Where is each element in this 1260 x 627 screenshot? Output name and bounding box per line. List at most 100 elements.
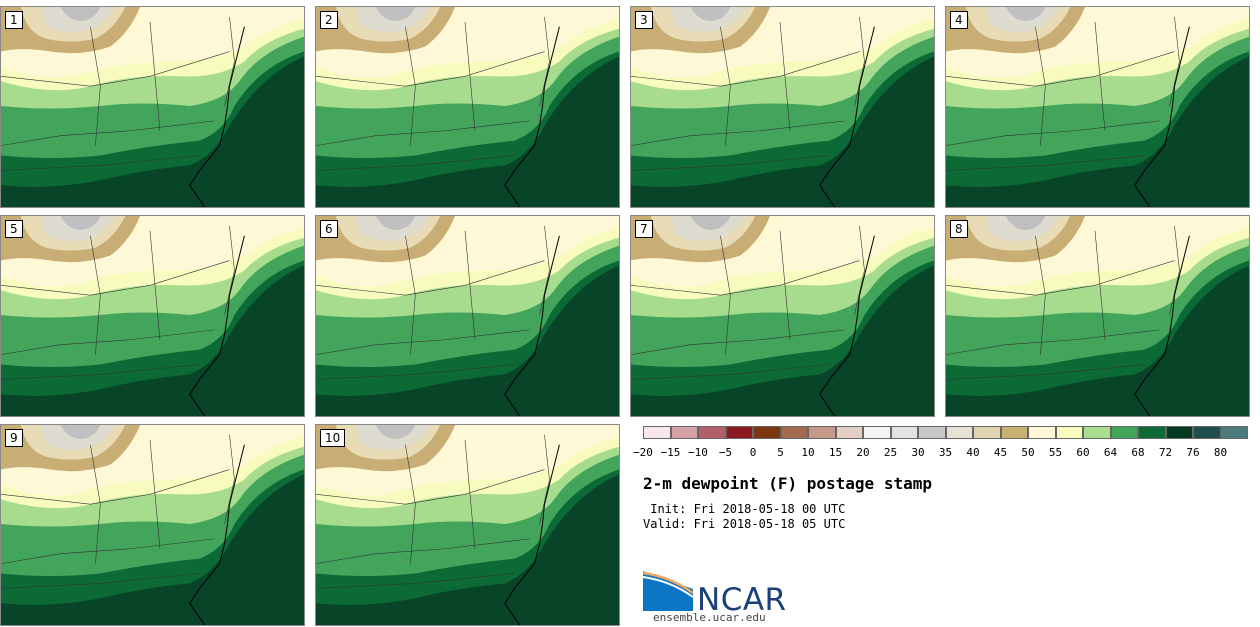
state-border (1, 51, 230, 87)
coastline (504, 444, 560, 625)
dewpoint-region (690, 216, 731, 230)
colorbar-tick-label: 15 (828, 446, 843, 459)
colorbar-swatch (808, 426, 836, 439)
dewpoint-region (375, 425, 416, 439)
coastline (189, 26, 245, 207)
source-url: ensemble.ucar.edu (653, 611, 766, 624)
state-border (316, 260, 545, 296)
member-label: 8 (950, 220, 968, 238)
state-border (1, 538, 215, 564)
colorbar-tick-label: 80 (1213, 446, 1228, 459)
valid-time: Valid: Fri 2018-05-18 05 UTC (643, 517, 846, 531)
state-border (316, 51, 545, 87)
state-border (90, 26, 101, 146)
state-border (316, 155, 515, 171)
postage-stamp-panel-6[interactable]: 6 (315, 215, 620, 417)
colorbar-tick-label: 25 (883, 446, 898, 459)
state-border (1, 120, 215, 146)
state-border (539, 16, 550, 107)
state-border (946, 51, 1175, 87)
colorbar-tick-label: −20 (633, 446, 653, 459)
state-border (631, 155, 830, 171)
state-border (1, 469, 230, 505)
state-border (854, 225, 865, 316)
colorbar-swatch (973, 426, 1001, 439)
state-border (946, 120, 1160, 146)
colorbar-swatch (698, 426, 726, 439)
colorbar-tick-label: 40 (966, 446, 980, 459)
postage-stamp-panel-10[interactable]: 10 (315, 424, 620, 626)
colorbar-tick-label: 55 (1048, 446, 1063, 459)
dewpoint-region (60, 7, 101, 21)
dewpoint-map (316, 425, 619, 625)
state-border (1094, 230, 1106, 340)
state-border (539, 225, 550, 316)
state-border (1, 364, 200, 380)
state-border (1, 260, 230, 296)
state-border (464, 439, 476, 549)
postage-stamp-panel-4[interactable]: 4 (945, 6, 1250, 208)
state-border (90, 235, 101, 355)
dewpoint-map (631, 7, 934, 207)
member-label: 1 (5, 11, 23, 29)
coastline (1134, 26, 1190, 207)
state-border (1035, 26, 1046, 146)
colorbar-swatch (1220, 426, 1248, 439)
postage-stamp-panel-8[interactable]: 8 (945, 215, 1250, 417)
dewpoint-region (690, 7, 731, 21)
member-label: 9 (5, 429, 23, 447)
postage-stamp-panel-7[interactable]: 7 (630, 215, 935, 417)
state-border (149, 439, 161, 549)
colorbar-swatch (890, 426, 918, 439)
coastline (819, 26, 875, 207)
colorbar-tick-label: 68 (1131, 446, 1145, 459)
colorbar-swatch (780, 426, 808, 439)
colorbar-tick-label: 64 (1103, 446, 1118, 459)
colorbar-tick-label: −15 (660, 446, 681, 459)
coastline (819, 235, 875, 416)
colorbar-tick-label: 35 (938, 446, 953, 459)
colorbar-tick-label: 60 (1076, 446, 1090, 459)
postage-stamp-panel-5[interactable]: 5 (0, 215, 305, 417)
logo-text: NCAR (697, 582, 787, 618)
dewpoint-map (1, 216, 304, 416)
state-border (224, 16, 235, 107)
colorbar-tick-label: 45 (993, 446, 1008, 459)
colorbar-tick-label: 10 (801, 446, 815, 459)
colorbar-swatch (1193, 426, 1221, 439)
coastline (189, 444, 245, 625)
colorbar-swatch (1165, 426, 1193, 439)
state-border (316, 329, 530, 355)
colorbar-tick-label: 72 (1158, 446, 1173, 459)
state-border (1169, 16, 1180, 107)
state-border (539, 434, 550, 525)
state-border (316, 469, 545, 505)
coastline (189, 235, 245, 416)
dewpoint-map (946, 216, 1249, 416)
coastline (504, 26, 560, 207)
state-border (1, 329, 215, 355)
colorbar-tick-label: 20 (856, 446, 870, 459)
state-border (631, 260, 860, 296)
member-label: 7 (635, 220, 653, 238)
state-border (631, 329, 845, 355)
postage-stamp-panel-1[interactable]: 1 (0, 6, 305, 208)
postage-stamp-panel-9[interactable]: 9 (0, 424, 305, 626)
state-border (405, 235, 416, 355)
postage-stamp-panel-3[interactable]: 3 (630, 6, 935, 208)
colorbar-tick-label: 76 (1186, 446, 1200, 459)
dewpoint-region (375, 216, 416, 230)
plot-title: 2-m dewpoint (F) postage stamp (643, 474, 932, 493)
state-border (405, 444, 416, 564)
state-border (854, 16, 865, 107)
state-border (1, 573, 200, 589)
dewpoint-map (316, 7, 619, 207)
colorbar-tick-label: −5 (718, 446, 733, 459)
dewpoint-region (1005, 216, 1046, 230)
postage-stamp-panel-2[interactable]: 2 (315, 6, 620, 208)
colorbar-swatch (753, 426, 781, 439)
dewpoint-region (60, 425, 101, 439)
state-border (149, 21, 161, 131)
state-border (316, 538, 530, 564)
state-border (946, 155, 1145, 171)
